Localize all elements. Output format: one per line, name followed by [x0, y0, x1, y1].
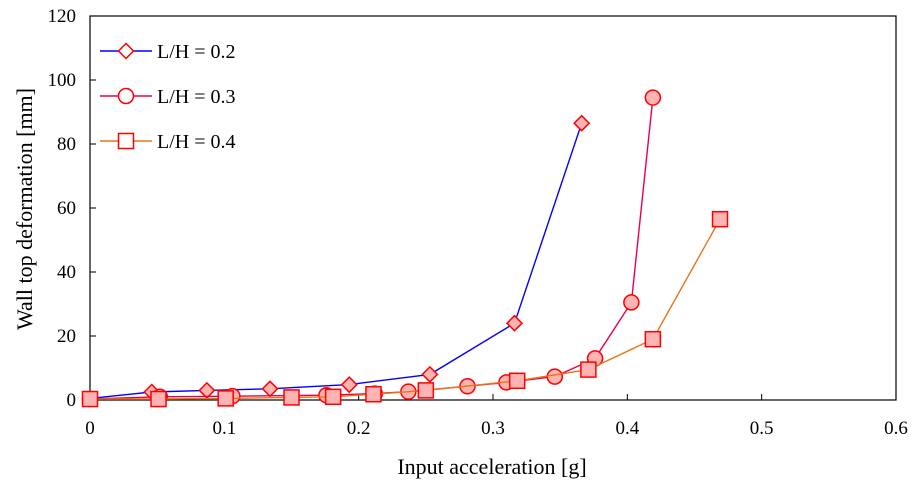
data-point	[421, 365, 439, 383]
x-axis-title: Input acceleration [g]	[397, 454, 586, 479]
x-tick-label: 0.6	[884, 418, 908, 439]
legend-label: L/H = 0.4	[157, 131, 236, 153]
y-tick-label: 100	[48, 70, 77, 91]
data-point	[150, 390, 167, 408]
series-layer	[81, 89, 729, 408]
data-point	[324, 388, 342, 406]
data-point	[283, 389, 300, 406]
y-tick-label: 120	[48, 6, 77, 27]
data-point	[644, 330, 662, 348]
data-point	[546, 368, 564, 385]
data-point	[417, 382, 435, 399]
series-3	[81, 210, 729, 408]
x-tick-label: 0.4	[615, 418, 639, 439]
x-tick-label: 0.1	[212, 418, 236, 439]
legend-label: L/H = 0.2	[157, 41, 236, 63]
data-point	[365, 385, 382, 403]
data-point	[340, 376, 358, 394]
data-point	[580, 361, 597, 378]
legend-marker	[117, 87, 135, 105]
x-tick-label: 0	[85, 418, 95, 439]
legend-label: L/H = 0.3	[157, 86, 236, 108]
data-point	[81, 390, 99, 408]
x-tick-label: 0.2	[347, 418, 371, 439]
legend-item-2: L/H = 0.3	[100, 86, 236, 108]
y-axis-title: Wall top deformation [mm]	[12, 88, 37, 330]
legend-marker	[117, 132, 135, 150]
y-tick-label: 0	[67, 390, 77, 411]
legend-item-1: L/H = 0.2	[100, 41, 236, 63]
data-point	[573, 114, 591, 132]
y-tick-label: 60	[57, 198, 76, 219]
data-point	[711, 210, 729, 228]
legend-item-3: L/H = 0.4	[100, 131, 236, 153]
x-tick-label: 0.3	[481, 418, 505, 439]
x-tick-label: 0.5	[750, 418, 774, 439]
data-point	[623, 294, 640, 311]
y-tick-label: 40	[57, 262, 76, 283]
data-point	[217, 390, 234, 407]
data-point	[505, 314, 524, 332]
plot-area	[89, 15, 897, 401]
legend: L/H = 0.2 L/H = 0.3 L/H = 0.4	[100, 41, 236, 153]
plot-border	[89, 15, 897, 401]
y-tick-label: 20	[57, 326, 76, 347]
legend-marker	[117, 42, 135, 60]
y-tick-label: 80	[57, 134, 76, 155]
data-point	[644, 89, 662, 106]
data-point	[508, 372, 526, 390]
axes: 0 0.1 0.2 0.3 0.4 0.5 0.6 0 20 40 60 80 100 120	[48, 6, 908, 439]
